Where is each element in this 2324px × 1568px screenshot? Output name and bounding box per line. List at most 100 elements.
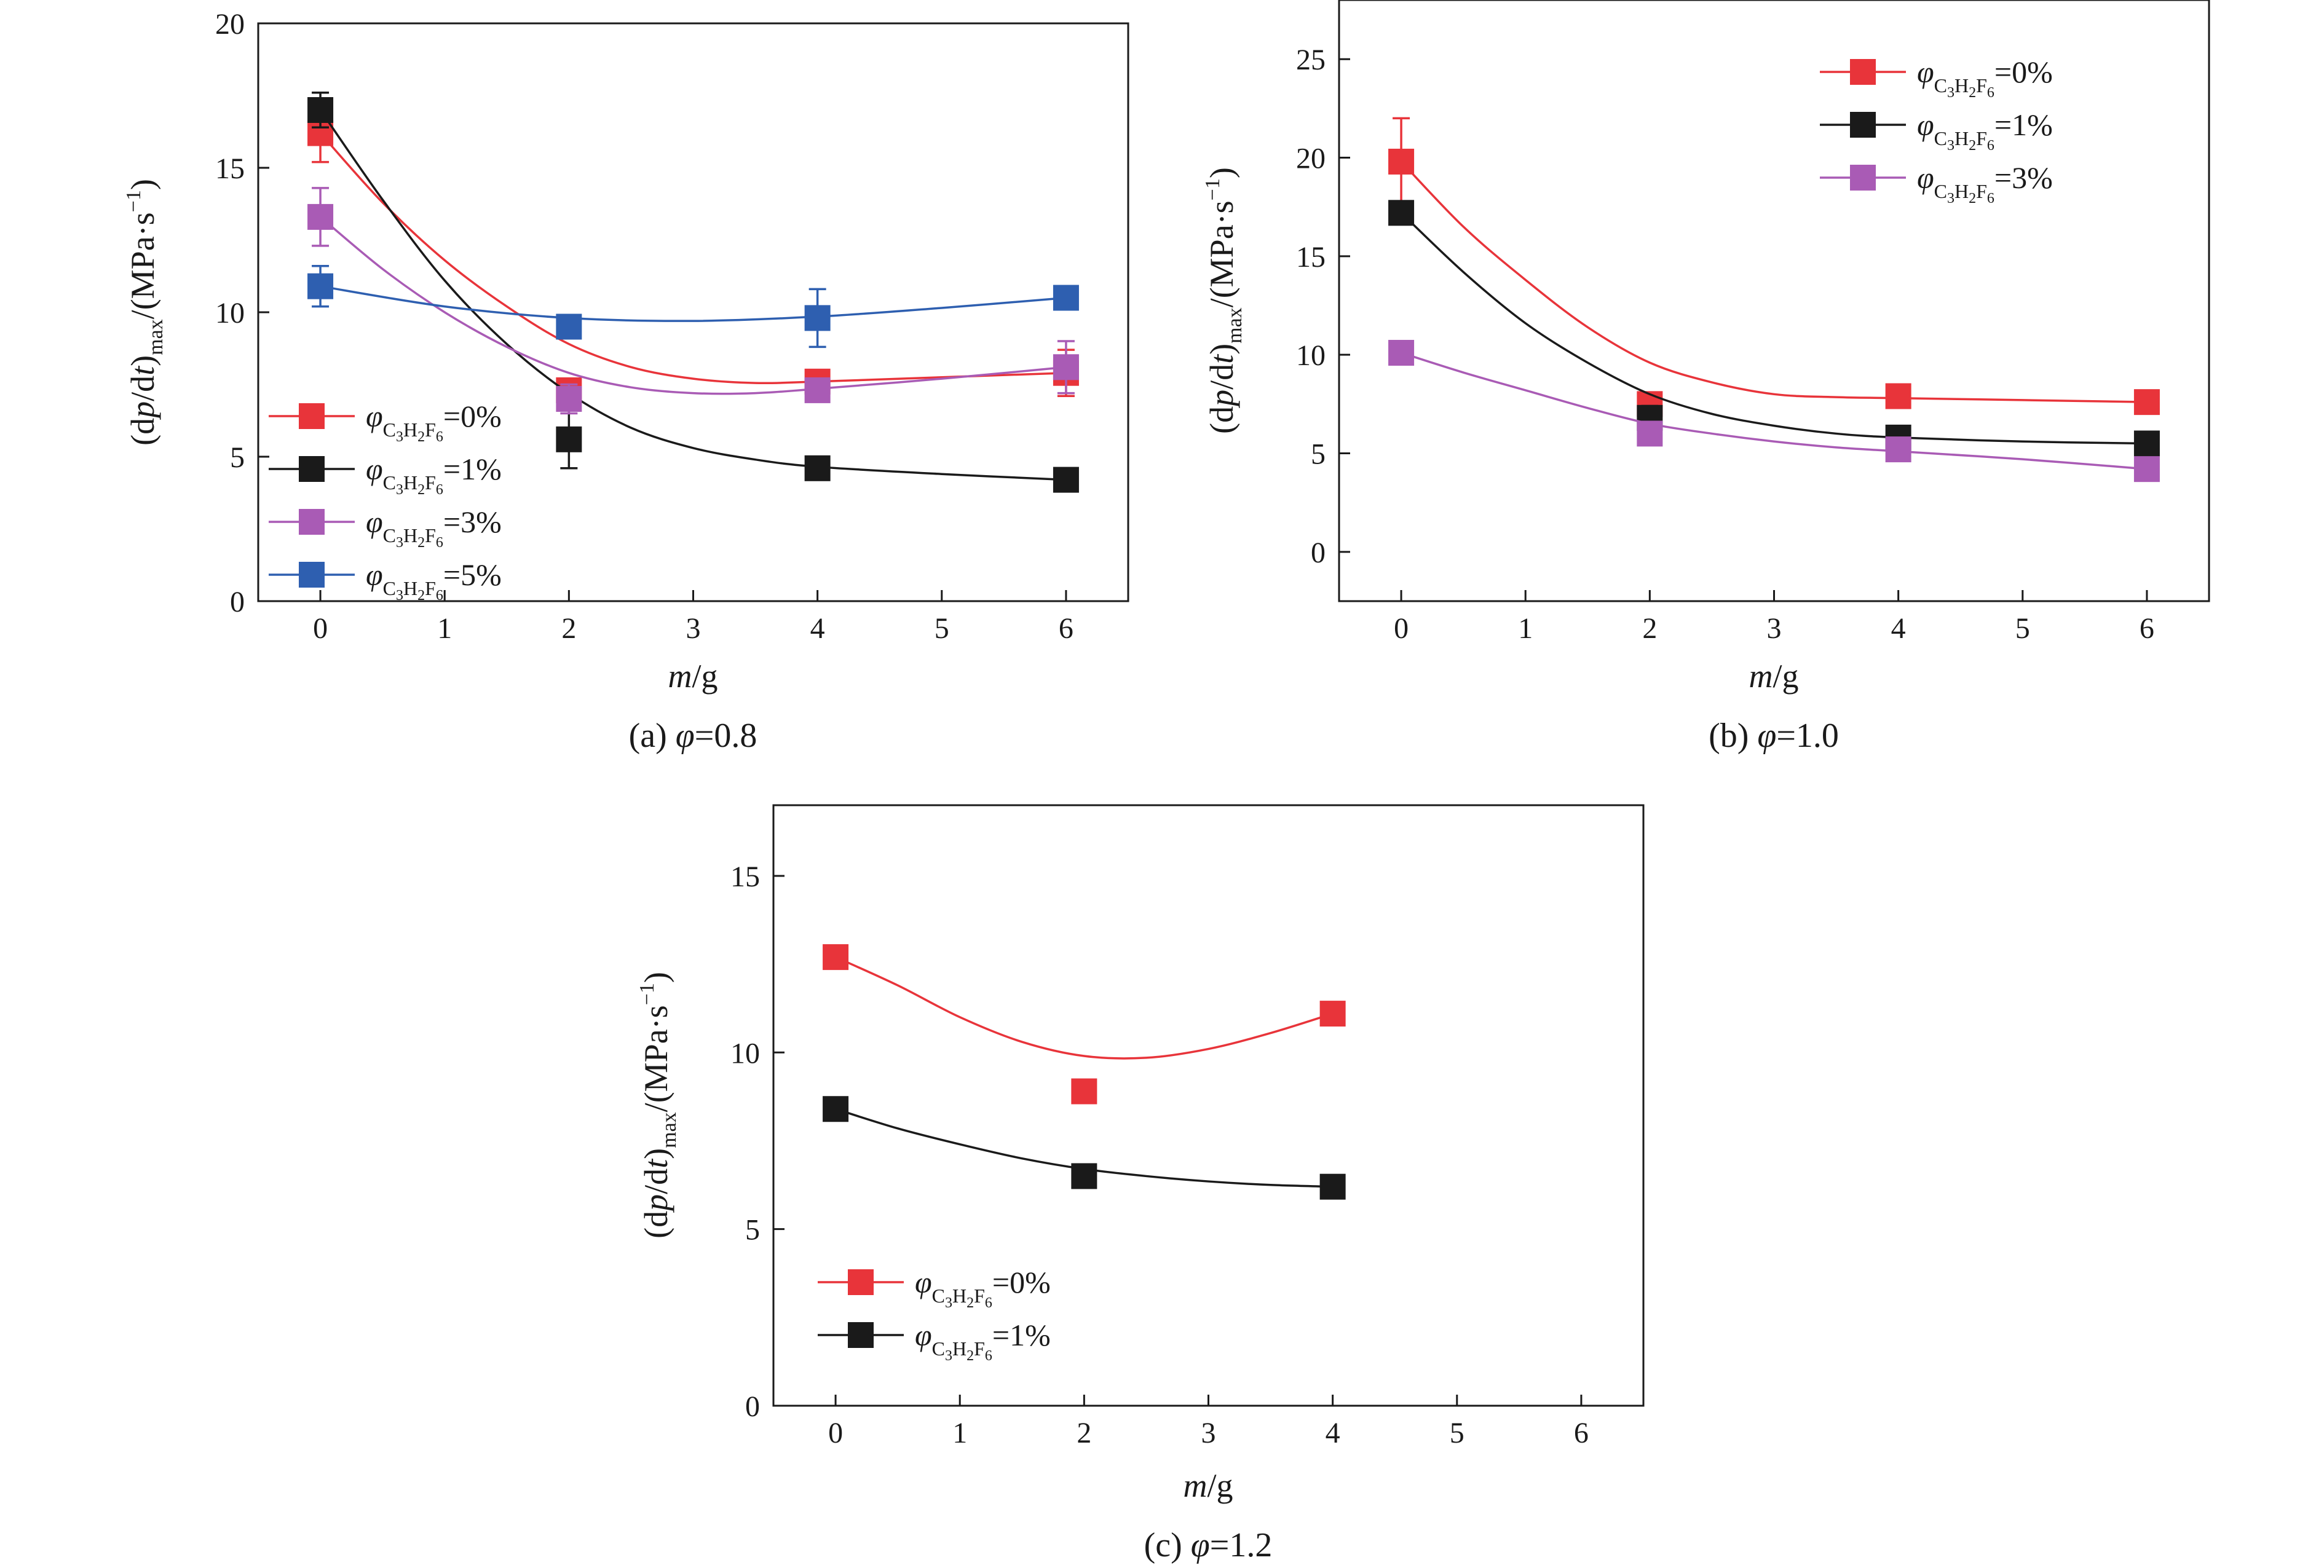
chart-panel-c: 0 1 2 3 4 5 6 0 5 10 15 m/g (dp/dt)max/(MPa·s−1) (c) … [636,804,1645,1564]
x-tick-label: 1 [952,1417,967,1449]
data-point [2133,456,2160,483]
y-tick-label: 10 [1296,339,1326,372]
legend-entry: φC3H2F6=5% [269,557,502,604]
y-tick-label: 15 [730,861,760,893]
legend-entry: φC3H2F6=1% [269,452,502,498]
y-tick-label: 15 [215,152,245,185]
y-tick-label: 5 [230,441,245,474]
data-point [307,203,334,230]
data-point [1388,148,1415,175]
data-point [823,1096,849,1122]
x-tick-label: 6 [1059,612,1073,645]
y-tick-label: 0 [745,1390,760,1423]
fit-curve [319,216,1067,395]
data-point [1319,1173,1346,1200]
data-point [823,944,849,971]
y-axis-title: (dp/dt)max/(MPa·s−1) [1201,167,1246,434]
x-tick-label: 5 [1450,1417,1464,1449]
legend-label: φC3H2F6=5% [366,557,502,604]
y-tick-label: 0 [230,586,245,618]
x-tick-label: 0 [828,1417,843,1449]
legend-entry: φC3H2F6=3% [1820,160,2053,207]
x-tick-label: 2 [1077,1417,1091,1449]
data-point [1637,420,1663,447]
series-b-2 [1388,339,2160,483]
legend-marker [848,1269,874,1295]
x-tick-label: 1 [437,612,452,645]
y-tick-label: 20 [215,8,245,41]
fit-curve [320,285,1067,322]
series-c-1 [823,1096,1346,1200]
data-point [556,313,582,340]
fit-curve [319,132,1066,385]
plot-frame [1338,0,2210,602]
data-point [1053,285,1079,311]
data-point [307,273,334,299]
x-axis-title: m/g [1749,658,1798,695]
panel-caption: (c) φ=1.2 [1144,1526,1273,1564]
panel-caption: (a) φ=0.8 [629,717,757,755]
x-tick-label: 0 [1394,612,1409,645]
data-point [1885,383,1911,409]
plot-frame [772,804,1645,1407]
legend-label: φC3H2F6=1% [915,1318,1051,1364]
series-b-0 [1388,117,2160,417]
x-tick-label: 5 [935,612,949,645]
legend-label: φC3H2F6=0% [915,1265,1051,1311]
legend-marker [1850,165,1876,191]
x-tick-label: 4 [810,612,825,645]
x-tick-label: 1 [1518,612,1533,645]
series-a-2 [307,187,1079,415]
x-tick-label: 3 [686,612,701,645]
fit-curve [1401,352,2148,470]
data-point [307,97,334,123]
data-point [804,377,831,403]
legend-entry: φC3H2F6=0% [818,1265,1051,1311]
x-tick-label: 4 [1891,612,1906,645]
data-point [2133,389,2160,416]
data-point [1388,200,1415,226]
legend-entry: φC3H2F6=3% [269,505,502,551]
legend-entry: φC3H2F6=1% [818,1318,1051,1364]
data-point [556,386,582,412]
x-tick-label: 4 [1326,1417,1340,1449]
legend-label: φC3H2F6=0% [366,399,502,445]
legend-label: φC3H2F6=3% [1917,160,2053,207]
data-point [1885,436,1911,463]
y-tick-label: 20 [1296,143,1326,175]
legend-label: φC3H2F6=1% [366,452,502,498]
y-tick-label: 5 [1311,438,1326,471]
data-point [556,426,582,452]
data-point [1053,354,1079,380]
legend-marker [299,562,325,588]
x-tick-label: 5 [2015,612,2030,645]
x-tick-label: 3 [1201,1417,1216,1449]
legend-label: φC3H2F6=0% [1917,55,2053,101]
x-tick-label: 2 [1642,612,1657,645]
y-tick-label: 10 [215,297,245,329]
legend-marker [299,509,325,535]
data-point [2133,430,2160,457]
fit-curve [1400,212,2147,445]
y-tick-label: 10 [730,1037,760,1070]
plot-frame [257,22,1129,602]
fit-curve [319,109,1067,481]
data-point [1388,339,1415,366]
x-axis-title: m/g [1183,1467,1233,1504]
data-point [804,455,831,481]
x-tick-label: 3 [1767,612,1782,645]
legend-entry: φC3H2F6=1% [1820,108,2053,154]
series-a-1 [307,92,1079,493]
legend-marker [848,1322,874,1348]
legend-marker [299,403,325,429]
x-axis-title: m/g [668,658,717,695]
legend-label: φC3H2F6=3% [366,505,502,551]
data-point [1053,467,1079,493]
x-tick-label: 6 [1574,1417,1589,1449]
y-tick-label: 15 [1296,241,1326,274]
legend-entry: φC3H2F6=0% [269,399,502,445]
series-a-3 [307,265,1079,349]
chart-panel-b: 0 1 2 3 4 5 6 0 5 10 15 20 25 m/g (dp/dt)max/(MPa·s−1)… [1201,0,2210,755]
x-tick-label: 6 [2140,612,2154,645]
